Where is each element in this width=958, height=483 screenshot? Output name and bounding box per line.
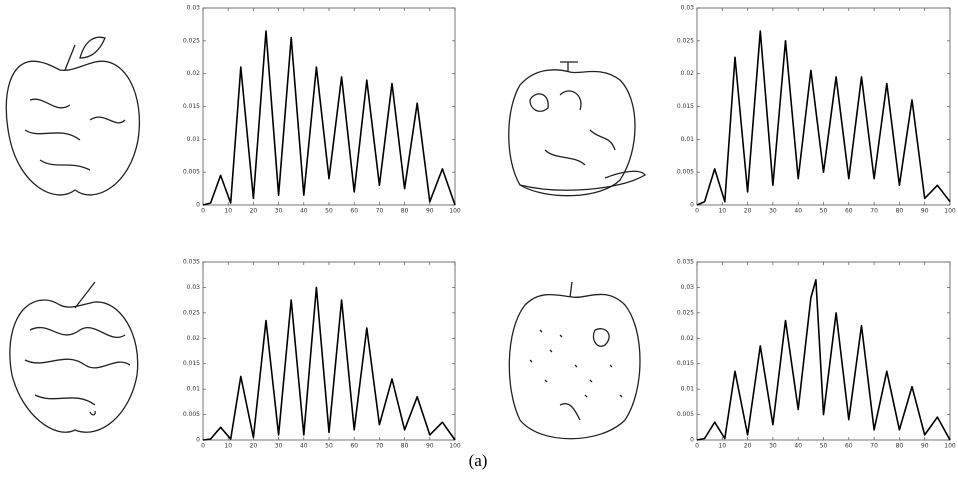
y-tick-label: 0.005 [677, 411, 694, 418]
x-tick-label: 20 [744, 443, 752, 450]
y-tick-label: 0.035 [183, 259, 200, 266]
y-tick-label: 0.025 [183, 309, 200, 316]
x-tick-label: 40 [794, 443, 802, 450]
chart: 0 0.005 0.01 0.015 0.02 0.025 0.03 0.035 0 10 20 30… [183, 259, 461, 450]
y-tick-label: 0.025 [677, 309, 694, 316]
y-tick-label: 0.005 [183, 411, 200, 418]
chart: 0 0.005 0.01 0.015 0.02 0.025 0.03 0 10 20 30 40 50 6… [183, 5, 461, 215]
x-tick-label: 90 [426, 208, 434, 215]
y-tick-label: 0.01 [187, 386, 201, 393]
caption: (a) [469, 451, 488, 470]
y-tick-label: 0.02 [187, 70, 201, 77]
y-tick-label: 0.015 [183, 103, 200, 110]
line-series [202, 286, 456, 441]
x-tick-label: 70 [376, 443, 384, 450]
x-tick-label: 60 [845, 443, 853, 450]
x-tick-label: 100 [449, 443, 461, 450]
x-tick-label: 30 [769, 208, 777, 215]
x-tick-label: 10 [224, 443, 232, 450]
x-tick-label: 50 [325, 443, 333, 450]
x-tick-label: 50 [325, 208, 333, 215]
x-tick-label: 60 [845, 208, 853, 215]
x-tick-label: 90 [426, 443, 434, 450]
x-tick-label: 60 [350, 443, 358, 450]
x-tick-label: 30 [769, 443, 777, 450]
x-tick-label: 70 [870, 443, 878, 450]
y-tick-label: 0.02 [681, 70, 695, 77]
x-tick-label: 0 [695, 208, 699, 215]
x-tick-label: 0 [201, 443, 205, 450]
y-tick-label: 0.025 [677, 37, 694, 44]
chart: 0 0.005 0.01 0.015 0.02 0.025 0.03 0 10 20 30 40 50 6… [677, 5, 956, 215]
x-tick-label: 70 [870, 208, 878, 215]
apple-sketch [508, 281, 641, 440]
x-tick-label: 10 [224, 208, 232, 215]
y-tick-label: 0.035 [677, 259, 694, 266]
y-tick-label: 0.02 [187, 335, 201, 342]
y-tick-label: 0 [196, 202, 200, 209]
y-tick-label: 0.01 [187, 136, 201, 143]
y-tick-label: 0.01 [681, 136, 695, 143]
x-tick-label: 80 [896, 443, 904, 450]
y-tick-label: 0 [196, 437, 200, 444]
x-tick-label: 20 [250, 443, 258, 450]
x-tick-label: 30 [275, 208, 283, 215]
x-tick-label: 40 [300, 443, 308, 450]
x-tick-label: 90 [921, 443, 929, 450]
x-tick-label: 100 [944, 208, 956, 215]
y-tick-label: 0.03 [187, 284, 201, 291]
y-tick-label: 0.03 [681, 5, 695, 12]
y-tick-label: 0.01 [681, 386, 695, 393]
y-tick-label: 0 [690, 437, 694, 444]
x-tick-label: 10 [718, 443, 726, 450]
y-tick-label: 0.015 [677, 103, 694, 110]
apple-sketch [9, 281, 139, 433]
x-tick-label: 40 [300, 208, 308, 215]
x-tick-label: 70 [376, 208, 384, 215]
chart: 0 0.005 0.01 0.015 0.02 0.025 0.03 0.035 0 10 20 30… [677, 259, 956, 450]
plot-frame [202, 261, 456, 441]
x-tick-label: 0 [695, 443, 699, 450]
x-tick-label: 100 [449, 208, 461, 215]
x-tick-label: 80 [896, 208, 904, 215]
x-tick-label: 0 [201, 208, 205, 215]
x-tick-label: 40 [794, 208, 802, 215]
y-tick-label: 0.015 [183, 360, 200, 367]
y-tick-label: 0.005 [183, 169, 200, 176]
y-tick-label: 0.02 [681, 335, 695, 342]
x-tick-label: 50 [820, 443, 828, 450]
x-tick-label: 80 [401, 443, 409, 450]
line-series [202, 30, 456, 206]
line-series [696, 279, 951, 441]
line-series [696, 30, 951, 206]
x-tick-label: 90 [921, 208, 929, 215]
y-tick-label: 0.015 [677, 360, 694, 367]
apple-sketch [5, 36, 140, 196]
x-tick-label: 80 [401, 208, 409, 215]
x-tick-label: 20 [250, 208, 258, 215]
x-tick-label: 60 [350, 208, 358, 215]
x-tick-label: 10 [718, 208, 726, 215]
x-tick-label: 20 [744, 208, 752, 215]
y-tick-label: 0.03 [187, 5, 201, 12]
y-tick-label: 0.025 [183, 37, 200, 44]
apple-sketch [508, 61, 646, 197]
y-tick-label: 0 [690, 202, 694, 209]
x-tick-label: 100 [944, 443, 956, 450]
x-tick-label: 30 [275, 443, 283, 450]
y-tick-label: 0.005 [677, 169, 694, 176]
x-tick-label: 50 [820, 208, 828, 215]
y-tick-label: 0.03 [681, 284, 695, 291]
